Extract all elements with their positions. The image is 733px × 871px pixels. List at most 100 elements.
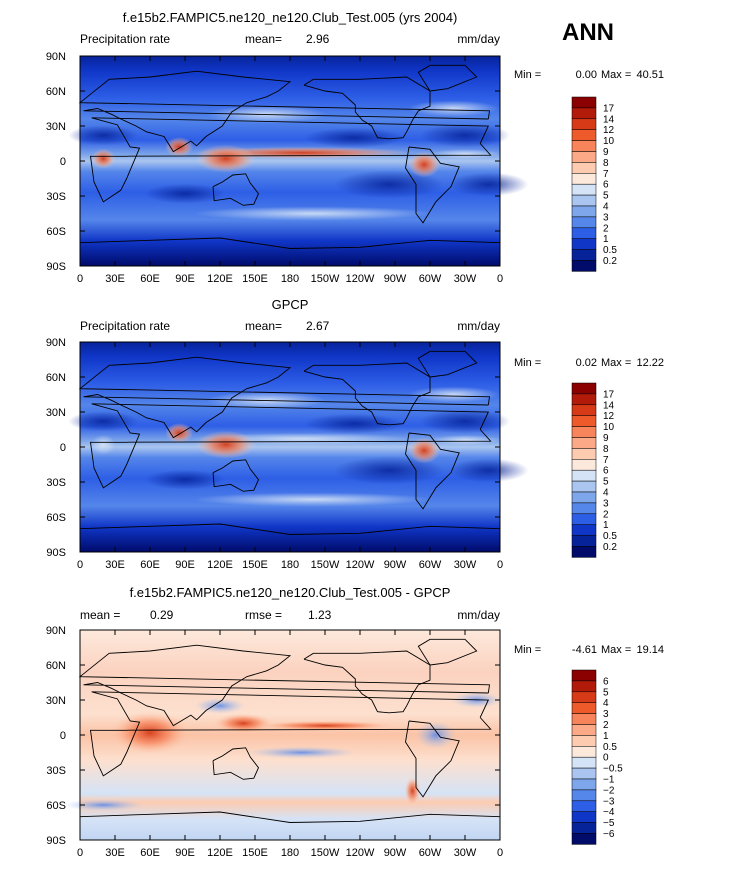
colorbar-label: 1 bbox=[603, 731, 609, 742]
x-tick-label: 180 bbox=[281, 847, 299, 859]
dry-zone bbox=[304, 127, 405, 148]
dry-zone bbox=[145, 469, 225, 490]
colorbar-label: 6 bbox=[603, 466, 609, 477]
y-tick-label: 90N bbox=[46, 625, 66, 637]
y-tick-label: 90S bbox=[46, 261, 66, 273]
y-tick-label: 60N bbox=[46, 660, 66, 672]
monsoon bbox=[165, 137, 194, 157]
colorbar-label: 1 bbox=[603, 234, 609, 245]
min-label: Min = bbox=[514, 644, 541, 656]
coastline bbox=[405, 720, 460, 798]
colorbar-label: 10 bbox=[603, 422, 615, 433]
dry-zone bbox=[334, 456, 445, 485]
min-label: Min = bbox=[514, 357, 541, 369]
x-tick-label: 30E bbox=[105, 847, 125, 859]
coastline bbox=[303, 650, 431, 714]
y-tick-label: 90S bbox=[46, 547, 66, 559]
units-label: mm/day bbox=[457, 32, 500, 46]
coastlines bbox=[78, 638, 501, 823]
season-label: ANN bbox=[562, 19, 614, 46]
colorbar-label: 2 bbox=[603, 509, 609, 520]
x-tick-label: 30W bbox=[454, 847, 477, 859]
colorbar-swatch bbox=[571, 724, 597, 736]
max-value: 40.51 bbox=[636, 69, 664, 81]
max-value: 19.14 bbox=[636, 644, 664, 656]
units-label: mm/day bbox=[457, 319, 500, 333]
colorbar-swatch bbox=[571, 173, 597, 185]
monsoon bbox=[165, 423, 194, 443]
colorbar-swatch bbox=[571, 746, 597, 758]
y-tick-label: 0 bbox=[60, 730, 66, 742]
x-tick-label: 90E bbox=[175, 847, 195, 859]
dry-zone bbox=[420, 123, 510, 148]
dry-zone bbox=[448, 172, 529, 197]
y-tick-label: 0 bbox=[60, 156, 66, 168]
x-tick-label: 60W bbox=[419, 847, 442, 859]
coastline bbox=[212, 459, 260, 492]
congo bbox=[91, 434, 116, 455]
x-tick-label: 0 bbox=[497, 559, 503, 571]
x-tick-label: 150W bbox=[311, 273, 340, 285]
x-tick-label: 60W bbox=[419, 273, 442, 285]
x-tick-label: 120W bbox=[346, 847, 375, 859]
colorbar-swatch bbox=[571, 162, 597, 174]
coastline bbox=[417, 350, 478, 378]
x-tick-label: 120E bbox=[207, 559, 233, 571]
colorbar-swatch bbox=[571, 833, 597, 845]
colorbar-swatch bbox=[571, 669, 597, 682]
colorbar-label: 17 bbox=[603, 389, 615, 400]
colorbar-label: 4 bbox=[603, 488, 609, 499]
colorbar-label: 12 bbox=[603, 125, 615, 136]
x-tick-label: 150W bbox=[311, 847, 340, 859]
colorbar-swatch bbox=[571, 502, 597, 515]
dry-zone bbox=[304, 413, 405, 434]
colorbar-swatch bbox=[571, 524, 597, 536]
warm-pool bbox=[195, 430, 256, 459]
colorbar-swatch bbox=[571, 778, 597, 791]
y-tick-label: 60N bbox=[46, 86, 66, 98]
x-tick-label: 150E bbox=[242, 847, 268, 859]
coastline bbox=[417, 64, 478, 92]
colorbar-swatch bbox=[571, 735, 597, 747]
colorbar-swatch bbox=[571, 822, 597, 834]
colorbar-swatch bbox=[571, 107, 597, 120]
y-tick-label: 60N bbox=[46, 372, 66, 384]
coastline bbox=[303, 362, 431, 426]
colorbar-label: 0.5 bbox=[603, 531, 617, 542]
colorbar-label: 2 bbox=[603, 720, 609, 731]
colorbar-label: −1 bbox=[603, 775, 615, 786]
max-label: Max = bbox=[601, 69, 631, 81]
bias-negative bbox=[415, 721, 456, 749]
x-tick-label: 60E bbox=[140, 559, 160, 571]
colorbar-swatch bbox=[571, 151, 597, 163]
colorbar-swatch bbox=[571, 437, 597, 449]
x-tick-label: 180 bbox=[281, 273, 299, 285]
mean-label: mean= bbox=[245, 32, 282, 46]
colorbar-swatch bbox=[571, 129, 597, 141]
dry-zone bbox=[334, 170, 445, 199]
coastline bbox=[78, 644, 491, 727]
colorbar-swatch bbox=[571, 756, 597, 769]
min-value: 0.00 bbox=[576, 69, 597, 81]
x-tick-label: 60E bbox=[140, 847, 160, 859]
y-tick-label: 30N bbox=[46, 695, 66, 707]
colorbar-label: 14 bbox=[603, 400, 615, 411]
colorbar-swatch bbox=[571, 194, 597, 207]
coastline bbox=[79, 237, 501, 249]
colorbar-swatch bbox=[571, 260, 597, 272]
colorbar-swatch bbox=[571, 205, 597, 218]
coastline bbox=[417, 638, 478, 666]
storm-track bbox=[408, 386, 499, 403]
colorbar-label: −4 bbox=[603, 807, 615, 818]
colorbar-label: 6 bbox=[603, 676, 609, 687]
mean-label: mean = bbox=[80, 608, 120, 622]
coastlines bbox=[78, 350, 501, 535]
y-tick-label: 60S bbox=[46, 226, 66, 238]
colorbar-label: −6 bbox=[603, 829, 615, 840]
colorbar-swatch bbox=[571, 713, 597, 725]
colorbar-label: −0.5 bbox=[603, 764, 623, 775]
